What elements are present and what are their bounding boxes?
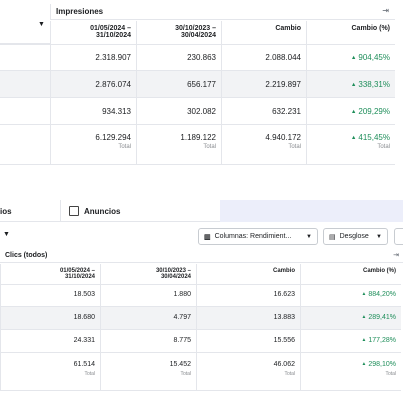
total-value: 46.062: [273, 361, 295, 368]
column-header: Cambio: [272, 268, 295, 274]
column-divider: [196, 264, 197, 391]
change-percent: 338,31%: [351, 80, 390, 89]
metric-cell: 1.880: [173, 291, 191, 298]
button-label: Columnas: Rendimient...: [214, 233, 292, 240]
total-label: Total: [288, 144, 301, 150]
total-value: 1.189.122: [180, 133, 216, 142]
column-header: Cambio (%): [351, 25, 391, 32]
metric-cell: 15.556: [273, 337, 295, 344]
table-row: [0, 330, 401, 353]
column-header: Cambio (%): [363, 268, 396, 274]
name-column-header: ▼: [0, 4, 50, 44]
metric-cell: 230.863: [187, 52, 216, 62]
column-divider: [306, 21, 307, 165]
column-header: 30/10/2023 – 30/04/2024: [175, 25, 216, 39]
tab-bar: ios Anuncios: [0, 200, 403, 222]
metric-cell: 16.623: [273, 291, 295, 298]
icon: ▤: [329, 233, 336, 241]
change-percent: 884,20%: [362, 291, 396, 298]
button-label: Desglose: [339, 233, 369, 240]
column-header: 01/05/2024 – 31/10/2024: [59, 268, 95, 280]
total-label: Total: [203, 144, 216, 150]
metric-cell: 2.876.074: [95, 79, 131, 89]
total-label: Total: [377, 144, 390, 150]
column-divider: [100, 264, 101, 391]
table-row: [0, 44, 395, 71]
metric-cell: 8.775: [173, 337, 191, 344]
total-label: Total: [84, 371, 95, 377]
metric-cell: 934.313: [102, 106, 131, 116]
more-button[interactable]: [394, 228, 403, 245]
tab-label: Anuncios: [84, 206, 121, 216]
metric-cell: 24.331: [73, 337, 95, 344]
column-header: Cambio: [275, 25, 301, 32]
ads-icon: [69, 206, 79, 216]
impressions-table: 01/05/2024 – 31/10/2024 30/10/2023 – 30/0…: [0, 0, 403, 170]
table-row: [0, 284, 401, 307]
tab[interactable]: Anuncios: [60, 200, 220, 222]
header-divider: [0, 44, 395, 45]
total-label: Total: [118, 144, 131, 150]
metric-cell: 2.088.044: [265, 52, 301, 62]
metric-cell: 2.318.907: [95, 52, 131, 62]
metric-cell: 18.680: [73, 314, 95, 321]
column-divider: [50, 21, 51, 165]
metric-cell: 656.177: [187, 79, 216, 89]
total-label: Total: [284, 371, 295, 377]
dropdown-icon[interactable]: ▼: [3, 231, 10, 238]
column-divider: [221, 21, 222, 165]
metric-cell: 632.231: [272, 106, 301, 116]
total-row: [0, 353, 401, 391]
total-value: 15.452: [169, 361, 191, 368]
column-divider: [300, 264, 301, 391]
group-header: Clics (todos) ⇥: [0, 250, 403, 263]
group-title: Impresiones: [56, 7, 104, 16]
column-header: 30/10/2023 – 30/04/2024: [155, 268, 191, 280]
change-percent: 209,29%: [351, 107, 390, 116]
tab[interactable]: ios: [0, 207, 12, 216]
total-value: 4.940.172: [265, 133, 301, 142]
total-value: 6.129.294: [95, 133, 131, 142]
icon: ▥: [204, 233, 211, 241]
total-value: 61.514: [73, 361, 95, 368]
column-header: 01/05/2024 – 31/10/2024: [90, 25, 131, 39]
metric-cell: 18.503: [73, 291, 95, 298]
breakdown-button[interactable]: ▤ Desglose ▼: [323, 228, 388, 245]
caret: ▼: [376, 233, 382, 240]
table-row: [0, 98, 395, 125]
header-divider: [0, 284, 401, 285]
metric-cell: 13.883: [273, 314, 295, 321]
change-percent: 177,28%: [362, 337, 396, 344]
tab-filler: [220, 200, 403, 222]
total-percent: 298,10%: [362, 361, 396, 368]
collapse-icon[interactable]: ⇥: [382, 6, 389, 15]
group-title: Clics (todos): [5, 252, 48, 259]
table-row: [0, 307, 401, 330]
column-divider: [136, 21, 137, 165]
metric-cell: 4.797: [173, 314, 191, 321]
table-row: [0, 71, 395, 98]
metric-cell: 2.219.897: [265, 79, 301, 89]
caret: ▼: [306, 233, 312, 240]
total-row: [0, 125, 395, 165]
columns-button[interactable]: ▥ Columnas: Rendimient... ▼: [198, 228, 318, 245]
change-percent: 289,41%: [362, 314, 396, 321]
collapse-icon[interactable]: ⇥: [393, 252, 399, 259]
sort-icon[interactable]: ▼: [38, 21, 45, 28]
group-header: Impresiones ⇥: [50, 4, 395, 20]
total-label: Total: [180, 371, 191, 377]
change-percent: 904,45%: [351, 53, 390, 62]
total-label: Total: [385, 371, 396, 377]
total-percent: 415,45%: [351, 133, 390, 142]
metric-cell: 302.082: [187, 106, 216, 116]
column-divider: [0, 264, 1, 391]
